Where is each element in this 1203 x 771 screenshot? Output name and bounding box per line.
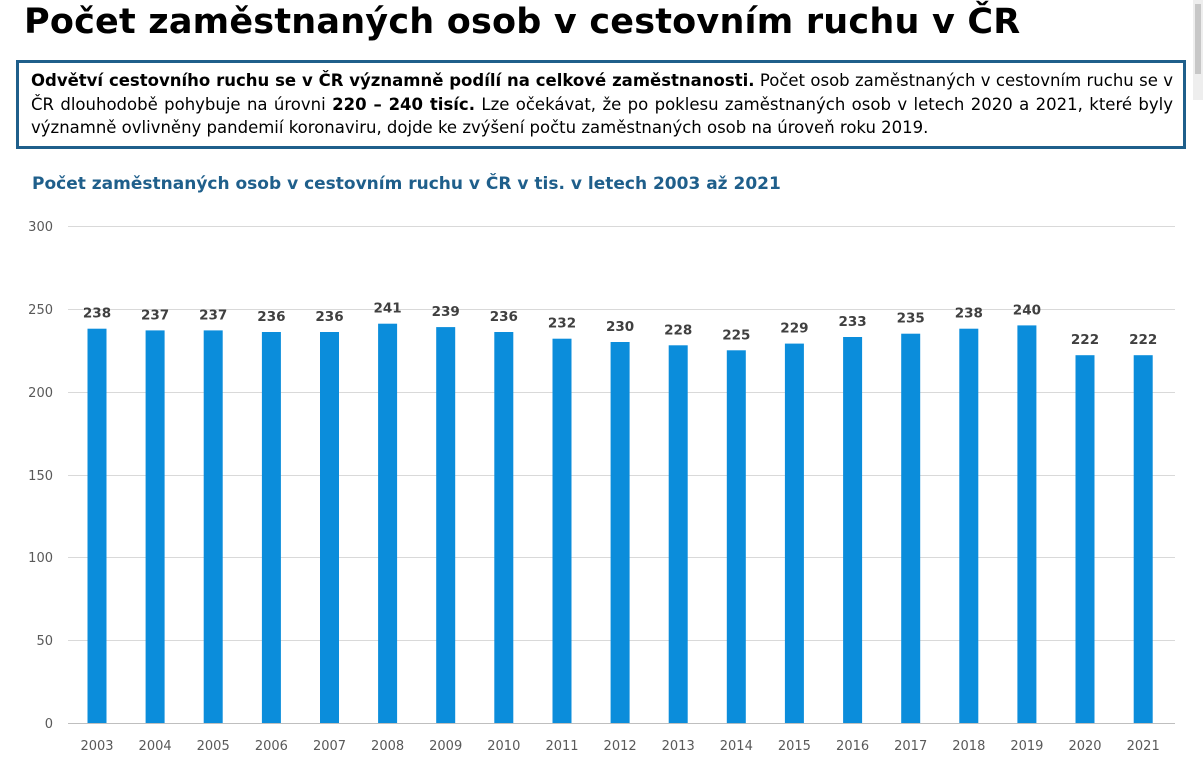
y-tick-label: 150 <box>28 469 53 484</box>
summary-box: Odvětví cestovního ruchu se v ČR významn… <box>16 60 1186 149</box>
bar <box>726 350 746 724</box>
y-tick-label: 50 <box>36 634 53 649</box>
y-tick-label: 0 <box>45 717 53 732</box>
x-tick-label: 2012 <box>604 739 637 754</box>
bar <box>552 338 572 723</box>
bar <box>378 323 398 723</box>
x-tick-label: 2005 <box>197 739 230 754</box>
data-label: 222 <box>1129 332 1157 348</box>
bar <box>320 332 339 723</box>
data-label: 239 <box>432 304 460 320</box>
x-tick-label: 2010 <box>487 739 520 754</box>
bar <box>668 345 688 723</box>
x-tick-label: 2015 <box>778 739 811 754</box>
page-title: Počet zaměstnaných osob v cestovním ruch… <box>24 2 1021 42</box>
x-tick-label: 2013 <box>662 739 695 754</box>
bar <box>261 332 281 723</box>
data-label: 228 <box>664 322 692 338</box>
summary-bold-intro: Odvětví cestovního ruchu se v ČR významn… <box>31 71 755 90</box>
data-label: 222 <box>1071 332 1099 348</box>
data-label: 233 <box>839 314 867 330</box>
data-label: 240 <box>1013 302 1041 318</box>
x-tick-label: 2017 <box>894 739 927 754</box>
chart-title: Počet zaměstnaných osob v cestovním ruch… <box>32 174 781 194</box>
bar <box>203 330 223 723</box>
x-tick-label: 2006 <box>255 739 288 754</box>
data-label: 229 <box>780 321 808 337</box>
x-tick-label: 2019 <box>1010 739 1043 754</box>
data-label: 238 <box>955 306 983 322</box>
data-label: 237 <box>199 307 227 323</box>
bar <box>901 333 921 723</box>
bar <box>494 332 514 723</box>
x-tick-label: 2018 <box>952 739 985 754</box>
data-label: 232 <box>548 316 576 332</box>
data-label: 236 <box>490 309 518 325</box>
y-tick-label: 250 <box>28 303 53 318</box>
bar <box>610 342 630 723</box>
x-tick-label: 2008 <box>371 739 404 754</box>
summary-paragraph: Odvětví cestovního ruchu se v ČR významn… <box>31 69 1173 140</box>
summary-text-1: Počet osob zaměstnaných v cestovním ruch… <box>31 71 1173 114</box>
summary-text-2: Lze očekávat, že po poklesu zaměstnaných… <box>31 94 1174 138</box>
x-tick-label: 2004 <box>139 739 172 754</box>
x-tick-label: 2007 <box>313 739 346 754</box>
x-tick-label: 2021 <box>1127 739 1160 754</box>
data-label: 236 <box>257 309 285 325</box>
data-label: 241 <box>374 301 402 317</box>
y-tick-label: 300 <box>28 220 53 235</box>
x-tick-label: 2014 <box>720 739 753 754</box>
x-tick-label: 2011 <box>545 739 578 754</box>
x-tick-label: 2003 <box>80 739 113 754</box>
data-label: 238 <box>83 306 111 322</box>
summary-bold-range: 220 – 240 tisíc. <box>332 94 475 114</box>
bar <box>87 328 107 723</box>
data-label: 236 <box>315 309 343 325</box>
data-label: 237 <box>141 307 169 323</box>
x-tick-label: 2020 <box>1068 739 1101 754</box>
x-tick-label: 2016 <box>836 739 869 754</box>
bar <box>436 327 456 723</box>
bar <box>843 337 863 723</box>
x-tick-label: 2009 <box>429 739 462 754</box>
bar <box>1017 325 1037 723</box>
y-tick-label: 200 <box>28 386 53 401</box>
bar <box>1133 355 1153 723</box>
data-label: 225 <box>722 327 750 343</box>
data-label: 235 <box>897 311 925 327</box>
bar <box>959 328 979 723</box>
bar <box>784 343 804 723</box>
scrollbar-thumb[interactable] <box>1195 4 1201 74</box>
y-tick-label: 100 <box>28 551 53 566</box>
bar <box>1075 355 1095 723</box>
data-label: 230 <box>606 319 634 335</box>
bar <box>145 330 165 723</box>
